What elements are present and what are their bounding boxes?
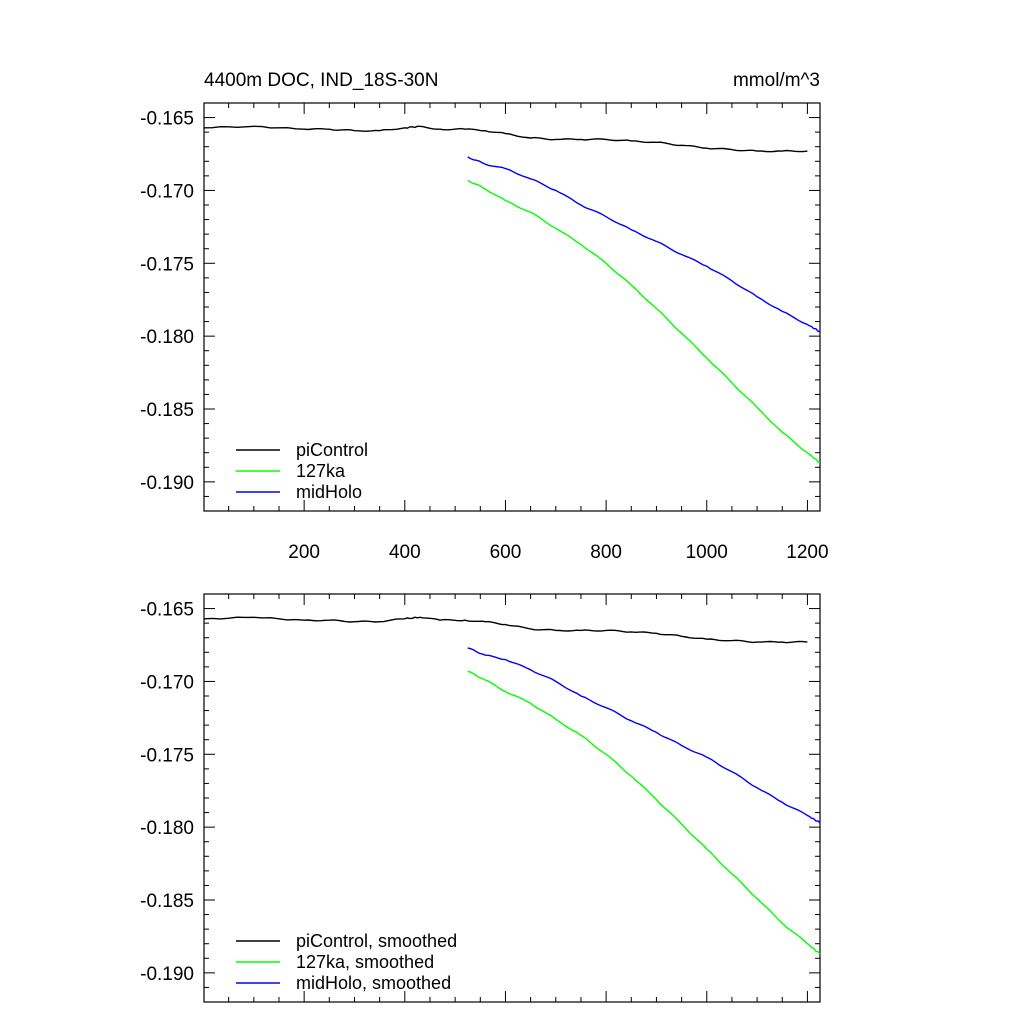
y-tick-label: -0.190 <box>140 964 194 985</box>
y-tick-label: -0.185 <box>140 400 194 421</box>
y-tick-label: -0.180 <box>140 818 194 839</box>
series-line-midholo <box>467 647 821 824</box>
y-tick-label: -0.190 <box>140 473 194 494</box>
y-tick-label: -0.170 <box>140 181 194 202</box>
y-tick-label: -0.170 <box>140 672 194 693</box>
legend-label: piControl <box>296 440 368 460</box>
series-line-picontrol <box>203 616 808 644</box>
chart-units: mmol/m^3 <box>733 70 820 91</box>
series-line-picontrol <box>203 125 808 153</box>
y-tick-label: -0.165 <box>140 600 194 621</box>
series-line-127ka <box>467 179 821 464</box>
x-tick-label: 200 <box>288 542 320 563</box>
axis-ticks <box>204 593 820 1003</box>
x-tick-label: 600 <box>490 542 522 563</box>
y-tick-label: -0.165 <box>140 109 194 130</box>
legend-label: piControl, smoothed <box>296 931 457 951</box>
axis-ticks <box>204 102 820 512</box>
series-line-127ka <box>467 670 821 955</box>
legend-label: 127ka <box>296 461 346 481</box>
y-tick-label: -0.180 <box>140 327 194 348</box>
chart-title: 4400m DOC, IND_18S-30N <box>204 70 438 91</box>
x-tick-label: 800 <box>590 542 622 563</box>
legend-label: midHolo <box>296 482 362 502</box>
x-tick-label: 1000 <box>686 542 728 563</box>
y-tick-label: -0.185 <box>140 891 194 912</box>
legend-label: 127ka, smoothed <box>296 952 434 972</box>
bottom-panel: -0.165 -0.170 -0.175 -0.180 -0.185 -0.190 piCo… <box>140 593 821 1003</box>
x-tick-label: 400 <box>389 542 421 563</box>
y-tick-label: -0.175 <box>140 254 194 275</box>
top-panel: -0.165 -0.170 -0.175 -0.180 -0.185 -0.190 200 4… <box>140 102 829 563</box>
series-line-midholo <box>467 156 821 333</box>
y-tick-label: -0.175 <box>140 745 194 766</box>
legend-label: midHolo, smoothed <box>296 973 451 993</box>
x-tick-label: 1200 <box>786 542 828 563</box>
